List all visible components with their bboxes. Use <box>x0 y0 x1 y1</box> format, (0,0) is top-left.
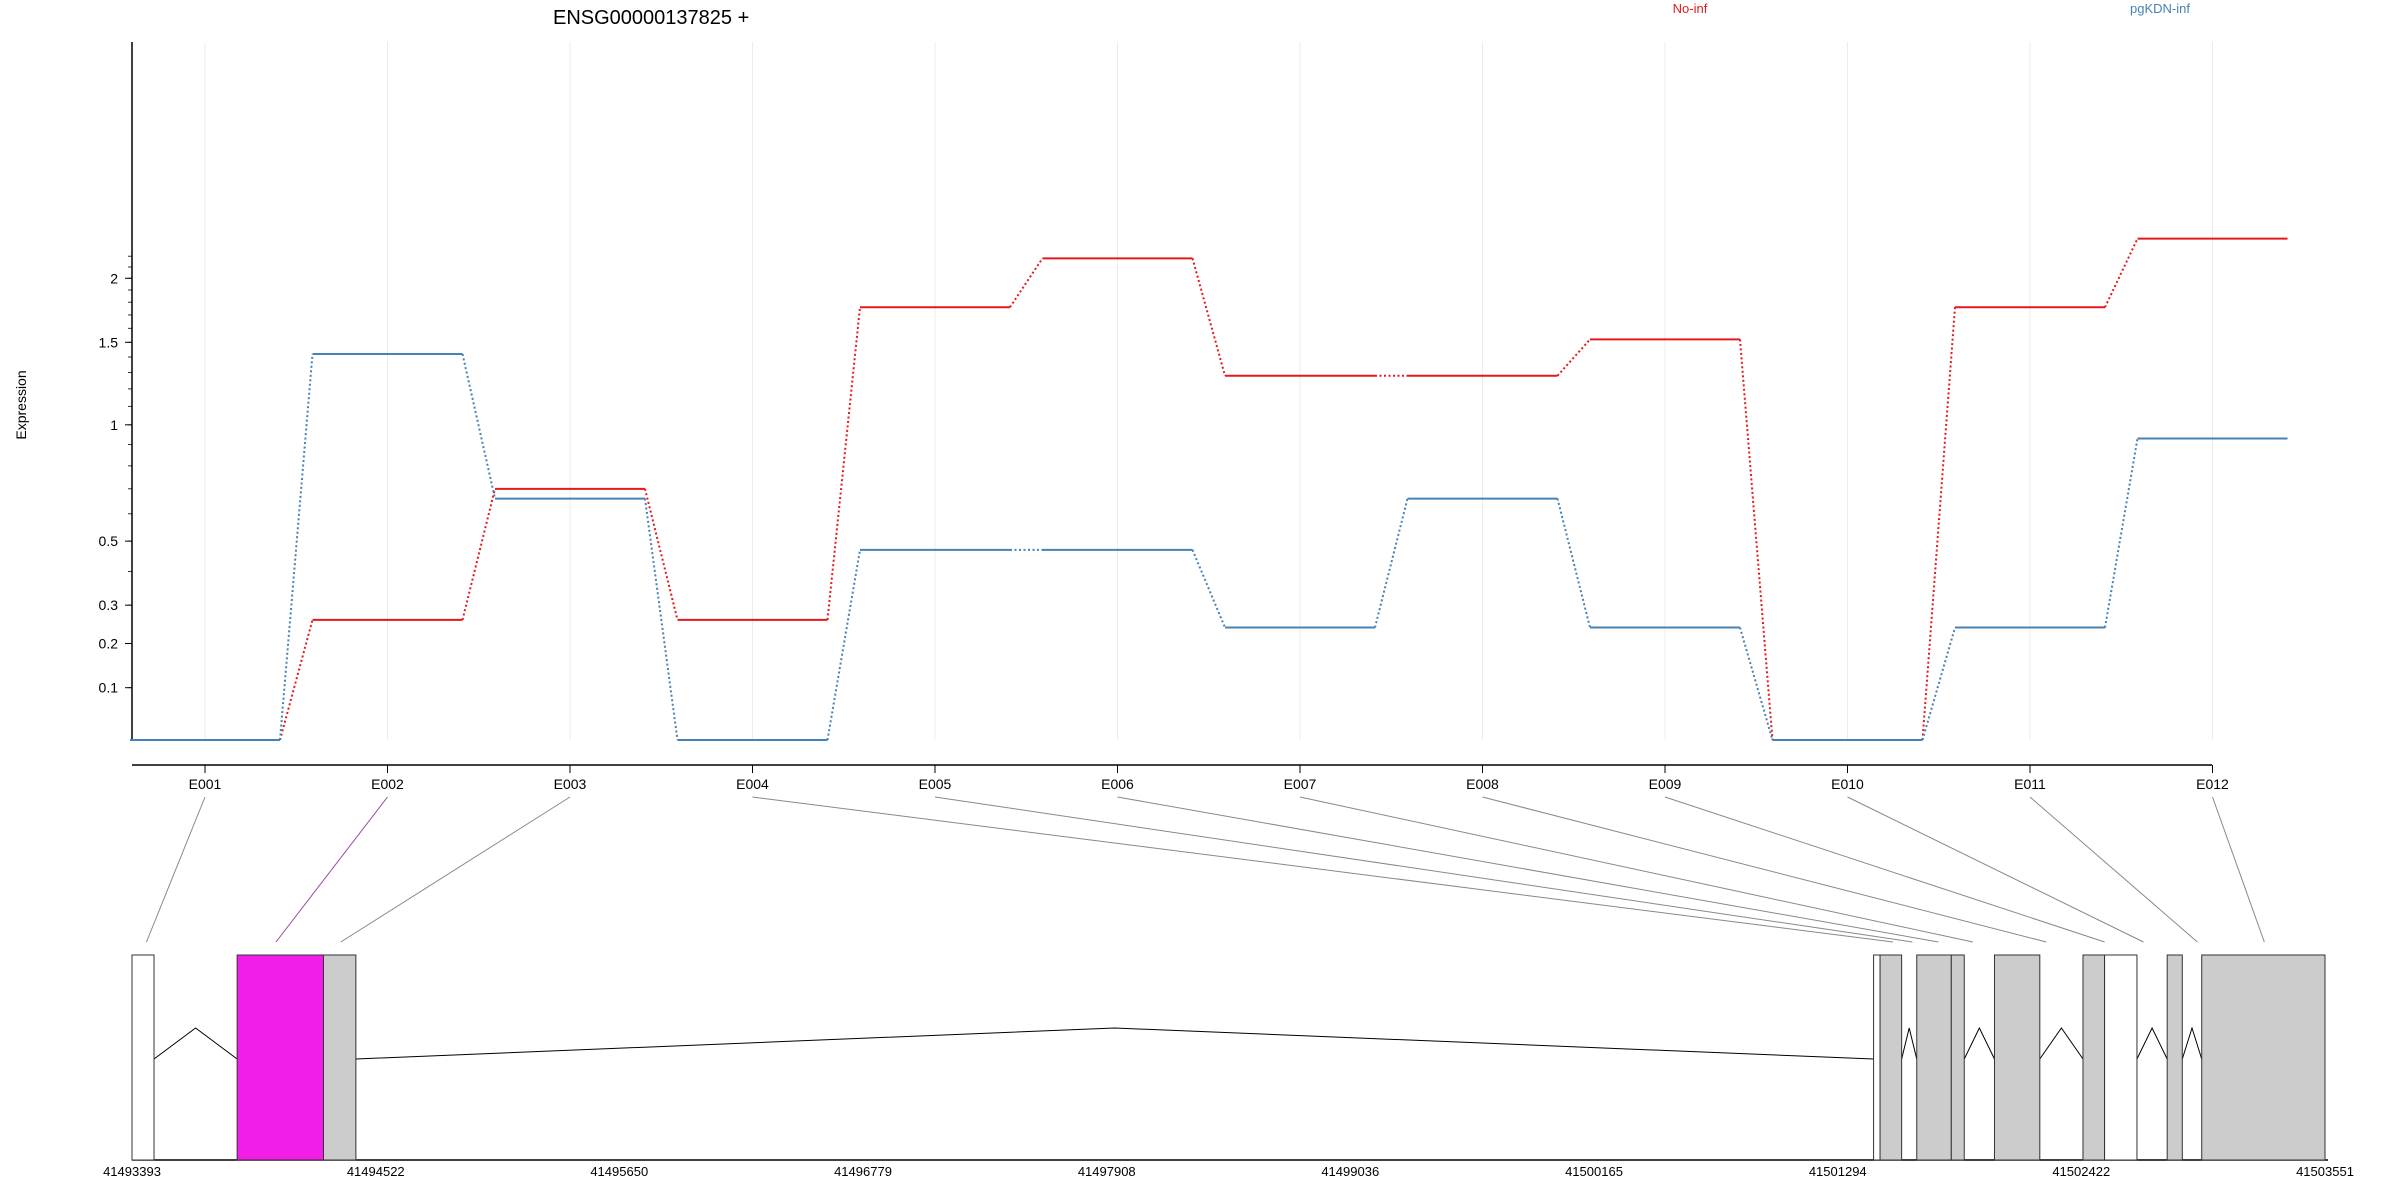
x-tick-label: E009 <box>1649 776 1682 792</box>
y-tick-label: 0.1 <box>99 680 119 696</box>
exon-connector <box>1664 796 2105 943</box>
series-transition <box>461 488 496 621</box>
exon-connector <box>2029 796 2198 943</box>
legend-pgkdn-inf: pgKDN-inf <box>2130 1 2190 16</box>
series-transition <box>826 549 861 741</box>
exon-connector <box>146 796 206 943</box>
y-tick-label: 1.5 <box>99 334 119 350</box>
coordinate-tick-label: 41494522 <box>347 1164 405 1179</box>
coordinate-tick-label: 41497908 <box>1078 1164 1136 1179</box>
y-tick-label: 0.3 <box>99 597 119 613</box>
coordinate-tick-label: 41500165 <box>1565 1164 1623 1179</box>
series-transition <box>1739 339 1774 741</box>
x-tick-label: E010 <box>1831 776 1864 792</box>
exon-connector <box>1299 796 1973 943</box>
series-transition <box>1191 258 1226 376</box>
expression-axes: 0.1 0.2 0.3 0.5 1 1.5 2 E001 E002 E003 E004 E005 E00… <box>99 42 2229 792</box>
intron-line <box>1901 1027 1918 1060</box>
series-pgkdn-inf <box>130 352 2288 741</box>
series-transition <box>644 488 679 621</box>
series-transition <box>644 498 679 741</box>
exon-connector <box>1117 796 1939 943</box>
expression-series <box>130 237 2288 741</box>
exon-block <box>1879 954 1903 1161</box>
exon-block <box>2201 954 2326 1161</box>
exon-block <box>1873 954 1881 1161</box>
exon-connector <box>2212 796 2265 943</box>
exon-block <box>1916 954 1952 1161</box>
coordinate-tick-label: 41493393 <box>103 1164 161 1179</box>
series-transition <box>1921 307 1956 741</box>
series-transition <box>1009 257 1044 308</box>
exon-connector <box>1482 796 2047 943</box>
intron-line <box>355 1027 1874 1060</box>
x-tick-label: E001 <box>189 776 222 792</box>
x-tick-label: E003 <box>554 776 587 792</box>
x-tick-label: E007 <box>1284 776 1317 792</box>
x-tick-label: E006 <box>1101 776 1134 792</box>
exon-connectors <box>146 796 2265 943</box>
series-no-inf <box>130 237 2288 741</box>
x-tick-label: E012 <box>2196 776 2229 792</box>
coordinate-tick-label: 41495650 <box>590 1164 648 1179</box>
intron-line <box>2039 1027 2084 1060</box>
y-tick-label: 1 <box>110 417 118 433</box>
intron-line <box>1963 1026 1995 1060</box>
series-transition <box>1921 627 1956 741</box>
series-transition <box>279 619 314 741</box>
exon-connector <box>934 796 1913 943</box>
series-transition <box>1374 498 1409 628</box>
series-transition <box>1556 338 1591 377</box>
chart-title: ENSG00000137825 + <box>553 7 749 29</box>
y-tick-label: 2 <box>110 270 118 286</box>
x-tick-label: E008 <box>1466 776 1499 792</box>
exon-block <box>2166 954 2183 1161</box>
intron-line <box>2136 1026 2168 1060</box>
coordinate-tick-label: 41496779 <box>834 1164 892 1179</box>
series-transition <box>826 307 861 620</box>
coordinate-tick-label: 41501294 <box>1809 1164 1867 1179</box>
exon-block <box>2104 954 2138 1161</box>
exon-block <box>236 954 324 1161</box>
intron-line <box>2181 1026 2203 1060</box>
exon-block <box>131 954 155 1161</box>
intron-line <box>153 1027 238 1060</box>
series-transition <box>1191 549 1226 628</box>
coordinate-tick-label: 41502422 <box>2052 1164 2110 1179</box>
exon-block <box>2082 954 2106 1161</box>
x-tick-label: E002 <box>371 776 404 792</box>
exon-connector <box>752 796 1894 943</box>
exon-connector <box>1847 796 2144 943</box>
gene-model: 41493393 41494522 41495650 41496779 41497908… <box>103 954 2354 1179</box>
y-axis-label: Expression <box>13 370 29 439</box>
series-transition <box>461 353 496 499</box>
exon-connector <box>340 796 571 943</box>
series-transition <box>1739 627 1774 741</box>
x-tick-label: E004 <box>736 776 769 792</box>
series-transition <box>2104 438 2139 628</box>
series-transition <box>279 353 314 741</box>
series-transition <box>2104 238 2139 308</box>
grid-lines <box>204 42 2213 740</box>
series-transition <box>1556 498 1591 628</box>
legend-no-inf: No-inf <box>1673 1 1708 16</box>
exon-block <box>322 954 357 1161</box>
x-tick-label: E011 <box>2014 776 2046 792</box>
x-tick-label: E005 <box>919 776 952 792</box>
y-tick-label: 0.5 <box>99 533 119 549</box>
y-tick-label: 0.2 <box>99 635 119 651</box>
exon-block <box>1993 954 2041 1161</box>
exon-connector <box>275 796 388 943</box>
coordinate-tick-label: 41503551 <box>2296 1164 2354 1179</box>
coordinate-tick-label: 41499036 <box>1321 1164 1379 1179</box>
exon-block <box>1950 954 1965 1161</box>
